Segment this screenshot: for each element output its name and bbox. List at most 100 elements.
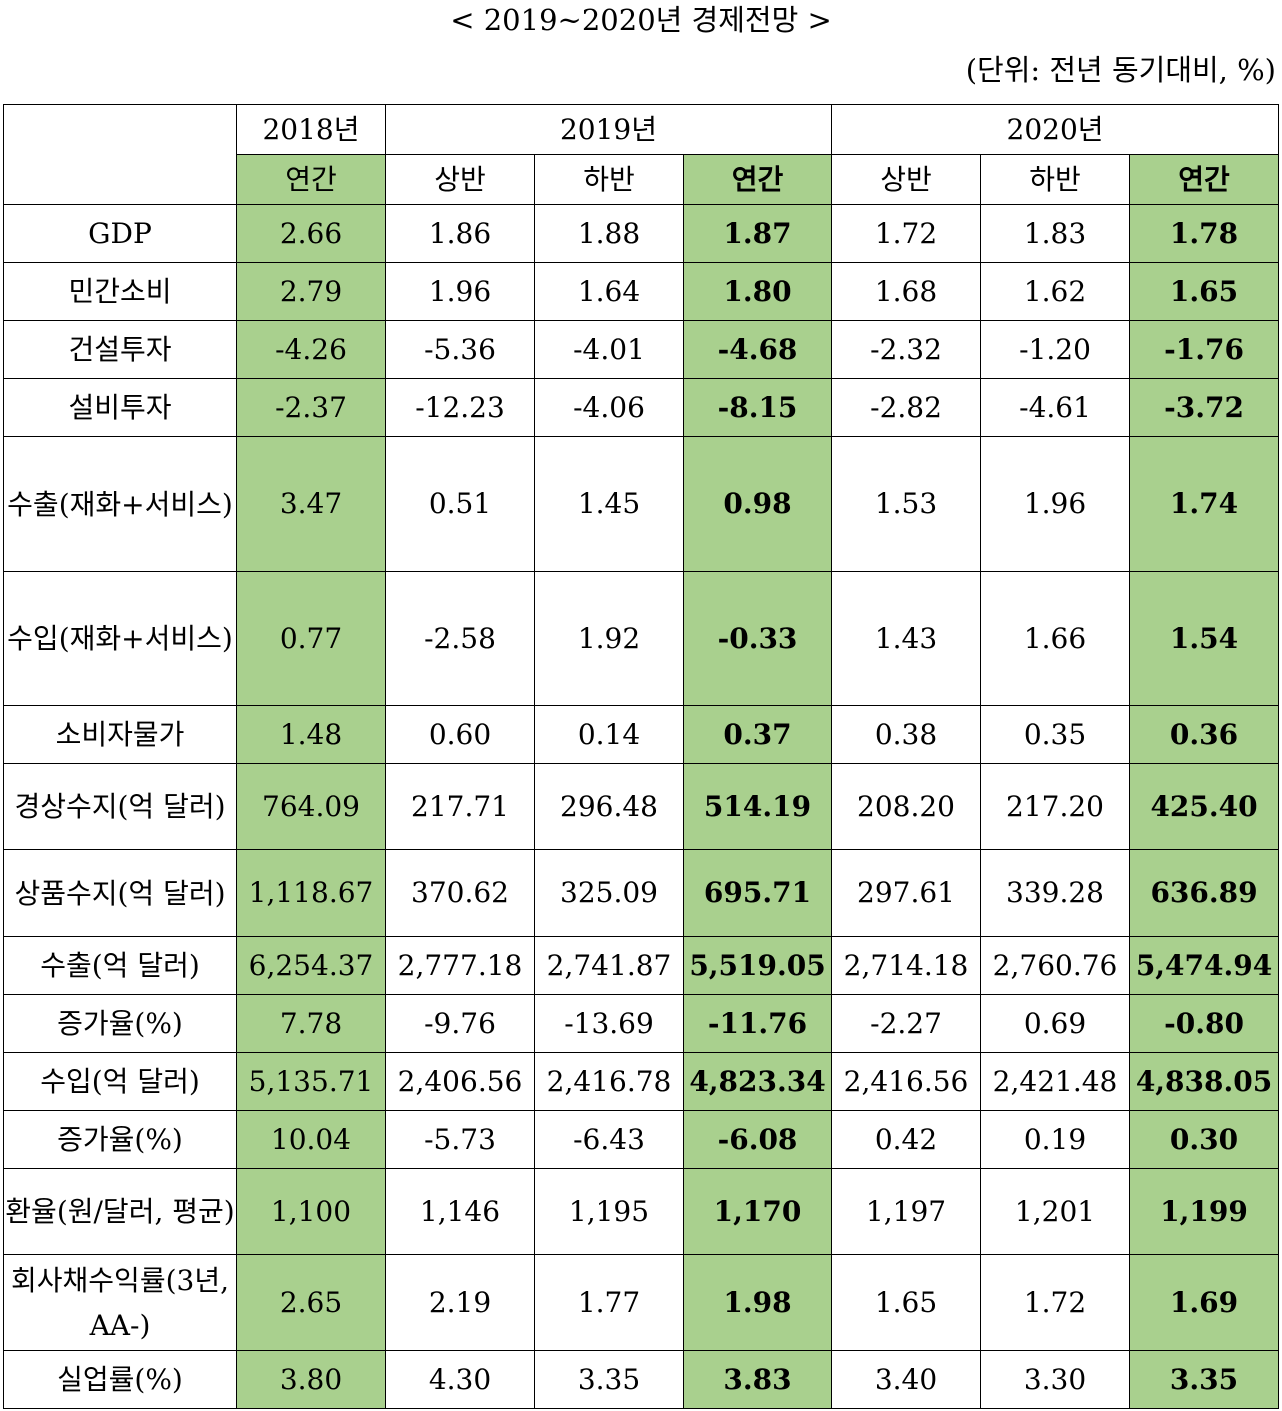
value-cell: 0.37 bbox=[682, 705, 833, 764]
table-title: < 2019~2020년 경제전망 > bbox=[450, 3, 832, 37]
row-label: 민간소비 bbox=[3, 262, 237, 321]
row-label: 수입(재화+서비스) bbox=[3, 571, 237, 706]
value-cell: 1.80 bbox=[682, 262, 833, 321]
table-row: 수입(억 달러) 5,135.71 2,406.56 2,416.78 4,82… bbox=[3, 1052, 1280, 1111]
economic-outlook-table: 2018년 2019년 2020년 연간 상반 하반 연간 상반 하반 연간 G… bbox=[3, 104, 1280, 1409]
value-cell: 2,760.76 bbox=[980, 936, 1131, 995]
value-cell: 1,100 bbox=[236, 1168, 386, 1255]
value-cell: -13.69 bbox=[534, 994, 684, 1053]
value-cell: 0.30 bbox=[1129, 1110, 1280, 1169]
row-label: 설비투자 bbox=[3, 378, 237, 437]
header-2020-annual: 연간 bbox=[1129, 154, 1280, 205]
value-cell: 425.40 bbox=[1129, 763, 1280, 850]
value-cell: 1.68 bbox=[831, 262, 982, 321]
value-cell: 208.20 bbox=[831, 763, 982, 850]
value-cell: 1.48 bbox=[236, 705, 386, 764]
value-cell: 339.28 bbox=[980, 849, 1131, 937]
table-row: 건설투자 -4.26 -5.36 -4.01 -4.68 -2.32 -1.20… bbox=[3, 320, 1280, 379]
value-cell: 10.04 bbox=[236, 1110, 386, 1169]
value-cell: -4.06 bbox=[534, 378, 684, 437]
value-cell: 1,170 bbox=[682, 1168, 833, 1255]
row-label: 수출(재화+서비스) bbox=[3, 436, 237, 572]
value-cell: 636.89 bbox=[1129, 849, 1280, 937]
corner-header-cell bbox=[3, 104, 237, 205]
value-cell: 1,197 bbox=[831, 1168, 982, 1255]
header-2019-first-half: 상반 bbox=[385, 154, 535, 205]
value-cell: -4.01 bbox=[534, 320, 684, 379]
table-row: 상품수지(억 달러) 1,118.67 370.62 325.09 695.71… bbox=[3, 849, 1280, 937]
value-cell: -0.80 bbox=[1129, 994, 1280, 1053]
table-row: 증가율(%) 10.04 -5.73 -6.43 -6.08 0.42 0.19… bbox=[3, 1110, 1280, 1169]
value-cell: 297.61 bbox=[831, 849, 982, 937]
table-row: 회사채수익률(3년, AA-) 2.65 2.19 1.77 1.98 1.65… bbox=[3, 1254, 1280, 1351]
value-cell: 2.79 bbox=[236, 262, 386, 321]
table-row: GDP 2.66 1.86 1.88 1.87 1.72 1.83 1.78 bbox=[3, 204, 1280, 263]
value-cell: -8.15 bbox=[682, 378, 833, 437]
value-cell: 1.74 bbox=[1129, 436, 1280, 572]
row-label: 수출(억 달러) bbox=[3, 936, 237, 995]
value-cell: -9.76 bbox=[385, 994, 535, 1053]
value-cell: 1,195 bbox=[534, 1168, 684, 1255]
row-label: 소비자물가 bbox=[3, 705, 237, 764]
value-cell: 1,118.67 bbox=[236, 849, 386, 937]
value-cell: 1,199 bbox=[1129, 1168, 1280, 1255]
value-cell: 5,519.05 bbox=[682, 936, 833, 995]
value-cell: 1.62 bbox=[980, 262, 1131, 321]
value-cell: 3.40 bbox=[831, 1350, 982, 1409]
row-label: 수입(억 달러) bbox=[3, 1052, 237, 1111]
value-cell: 3.35 bbox=[1129, 1350, 1280, 1409]
value-cell: 2,741.87 bbox=[534, 936, 684, 995]
value-cell: 2,714.18 bbox=[831, 936, 982, 995]
value-cell: 1.65 bbox=[831, 1254, 982, 1351]
value-cell: 2,416.78 bbox=[534, 1052, 684, 1111]
value-cell: 1.78 bbox=[1129, 204, 1280, 263]
value-cell: 1.83 bbox=[980, 204, 1131, 263]
value-cell: 1.69 bbox=[1129, 1254, 1280, 1351]
table-row: 실업률(%) 3.80 4.30 3.35 3.83 3.40 3.30 3.3… bbox=[3, 1350, 1280, 1409]
row-label: 회사채수익률(3년, AA-) bbox=[3, 1254, 237, 1351]
value-cell: 0.69 bbox=[980, 994, 1131, 1053]
value-cell: 1.98 bbox=[682, 1254, 833, 1351]
value-cell: 5,474.94 bbox=[1129, 936, 1280, 995]
value-cell: 1.66 bbox=[980, 571, 1131, 706]
value-cell: 0.51 bbox=[385, 436, 535, 572]
header-year-2020: 2020년 bbox=[831, 104, 1280, 155]
value-cell: 3.35 bbox=[534, 1350, 684, 1409]
row-label: 상품수지(억 달러) bbox=[3, 849, 237, 937]
value-cell: 764.09 bbox=[236, 763, 386, 850]
value-cell: 4.30 bbox=[385, 1350, 535, 1409]
value-cell: 2.19 bbox=[385, 1254, 535, 1351]
header-2018-annual: 연간 bbox=[236, 154, 386, 205]
value-cell: -2.27 bbox=[831, 994, 982, 1053]
value-cell: 3.80 bbox=[236, 1350, 386, 1409]
table-row: 민간소비 2.79 1.96 1.64 1.80 1.68 1.62 1.65 bbox=[3, 262, 1280, 321]
value-cell: -5.73 bbox=[385, 1110, 535, 1169]
value-cell: -4.68 bbox=[682, 320, 833, 379]
value-cell: 0.42 bbox=[831, 1110, 982, 1169]
value-cell: -5.36 bbox=[385, 320, 535, 379]
value-cell: 1.96 bbox=[385, 262, 535, 321]
value-cell: 3.83 bbox=[682, 1350, 833, 1409]
value-cell: 325.09 bbox=[534, 849, 684, 937]
table-row: 수출(재화+서비스) 3.47 0.51 1.45 0.98 1.53 1.96… bbox=[3, 436, 1280, 572]
value-cell: 1.45 bbox=[534, 436, 684, 572]
value-cell: 3.30 bbox=[980, 1350, 1131, 1409]
value-cell: 7.78 bbox=[236, 994, 386, 1053]
value-cell: 0.35 bbox=[980, 705, 1131, 764]
value-cell: 217.71 bbox=[385, 763, 535, 850]
value-cell: 1,201 bbox=[980, 1168, 1131, 1255]
value-cell: -4.26 bbox=[236, 320, 386, 379]
value-cell: 0.98 bbox=[682, 436, 833, 572]
value-cell: 1.77 bbox=[534, 1254, 684, 1351]
table-row: 수출(억 달러) 6,254.37 2,777.18 2,741.87 5,51… bbox=[3, 936, 1280, 995]
value-cell: -2.37 bbox=[236, 378, 386, 437]
value-cell: 1.53 bbox=[831, 436, 982, 572]
value-cell: 1,146 bbox=[385, 1168, 535, 1255]
value-cell: 0.36 bbox=[1129, 705, 1280, 764]
value-cell: 0.77 bbox=[236, 571, 386, 706]
header-year-2018: 2018년 bbox=[236, 104, 386, 155]
header-2020-second-half: 하반 bbox=[980, 154, 1131, 205]
value-cell: -6.43 bbox=[534, 1110, 684, 1169]
row-label: 증가율(%) bbox=[3, 994, 237, 1053]
value-cell: 2,406.56 bbox=[385, 1052, 535, 1111]
